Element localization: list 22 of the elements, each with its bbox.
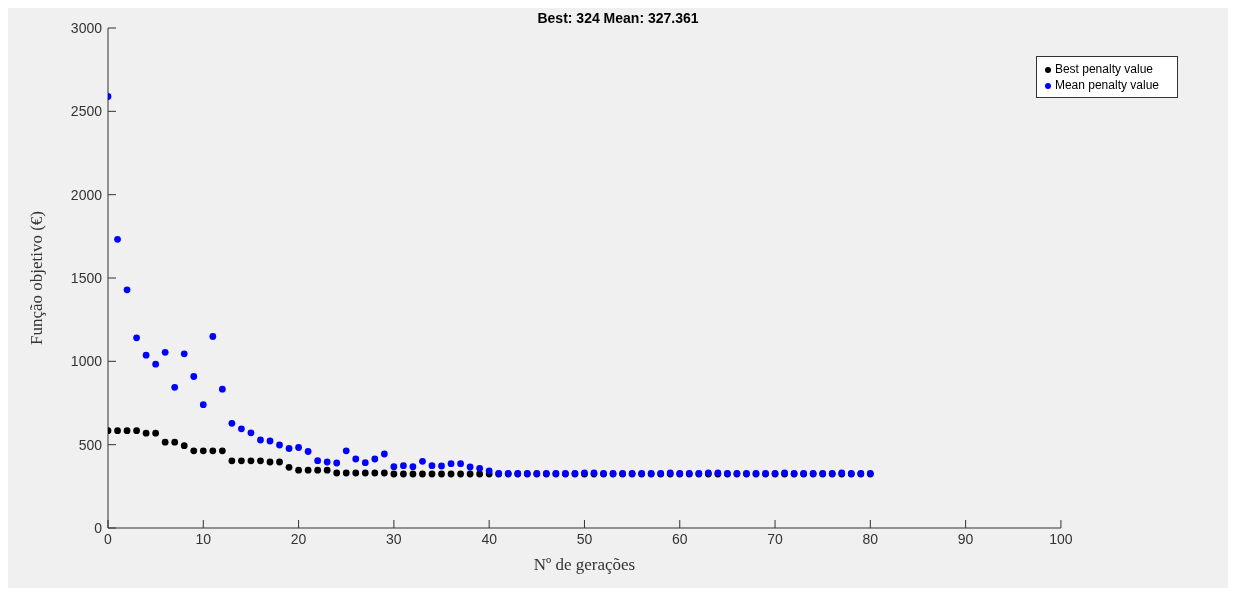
x-tick-label: 80 [862,530,879,547]
x-tick-label: 50 [576,530,593,547]
y-tick-label: 0 [94,519,103,536]
y-tick-label: 1000 [70,353,103,370]
legend-label: Mean penalty value [1054,78,1159,92]
y-tick-label: 2500 [70,103,103,120]
chart-title: Best: 324 Mean: 327.361 [537,10,699,26]
legend-label: Best penalty value [1054,62,1153,76]
x-tick-label: 100 [1049,530,1073,547]
y-tick-label: 2000 [70,186,103,203]
y-tick-label: 500 [78,436,103,453]
x-tick-label: 70 [767,530,784,547]
x-tick-label: 60 [671,530,688,547]
x-tick-label: 40 [481,530,498,547]
x-axis-title: Nº de gerações [533,555,636,574]
x-tick-label: 10 [195,530,212,547]
x-tick-label: 90 [957,530,974,547]
y-axis-title: Função objetivo (€) [27,210,47,346]
x-tick-label: 30 [386,530,402,547]
x-tick-label: 20 [290,530,307,547]
y-tick-label: 3000 [70,19,103,36]
y-tick-label: 1500 [70,269,103,286]
